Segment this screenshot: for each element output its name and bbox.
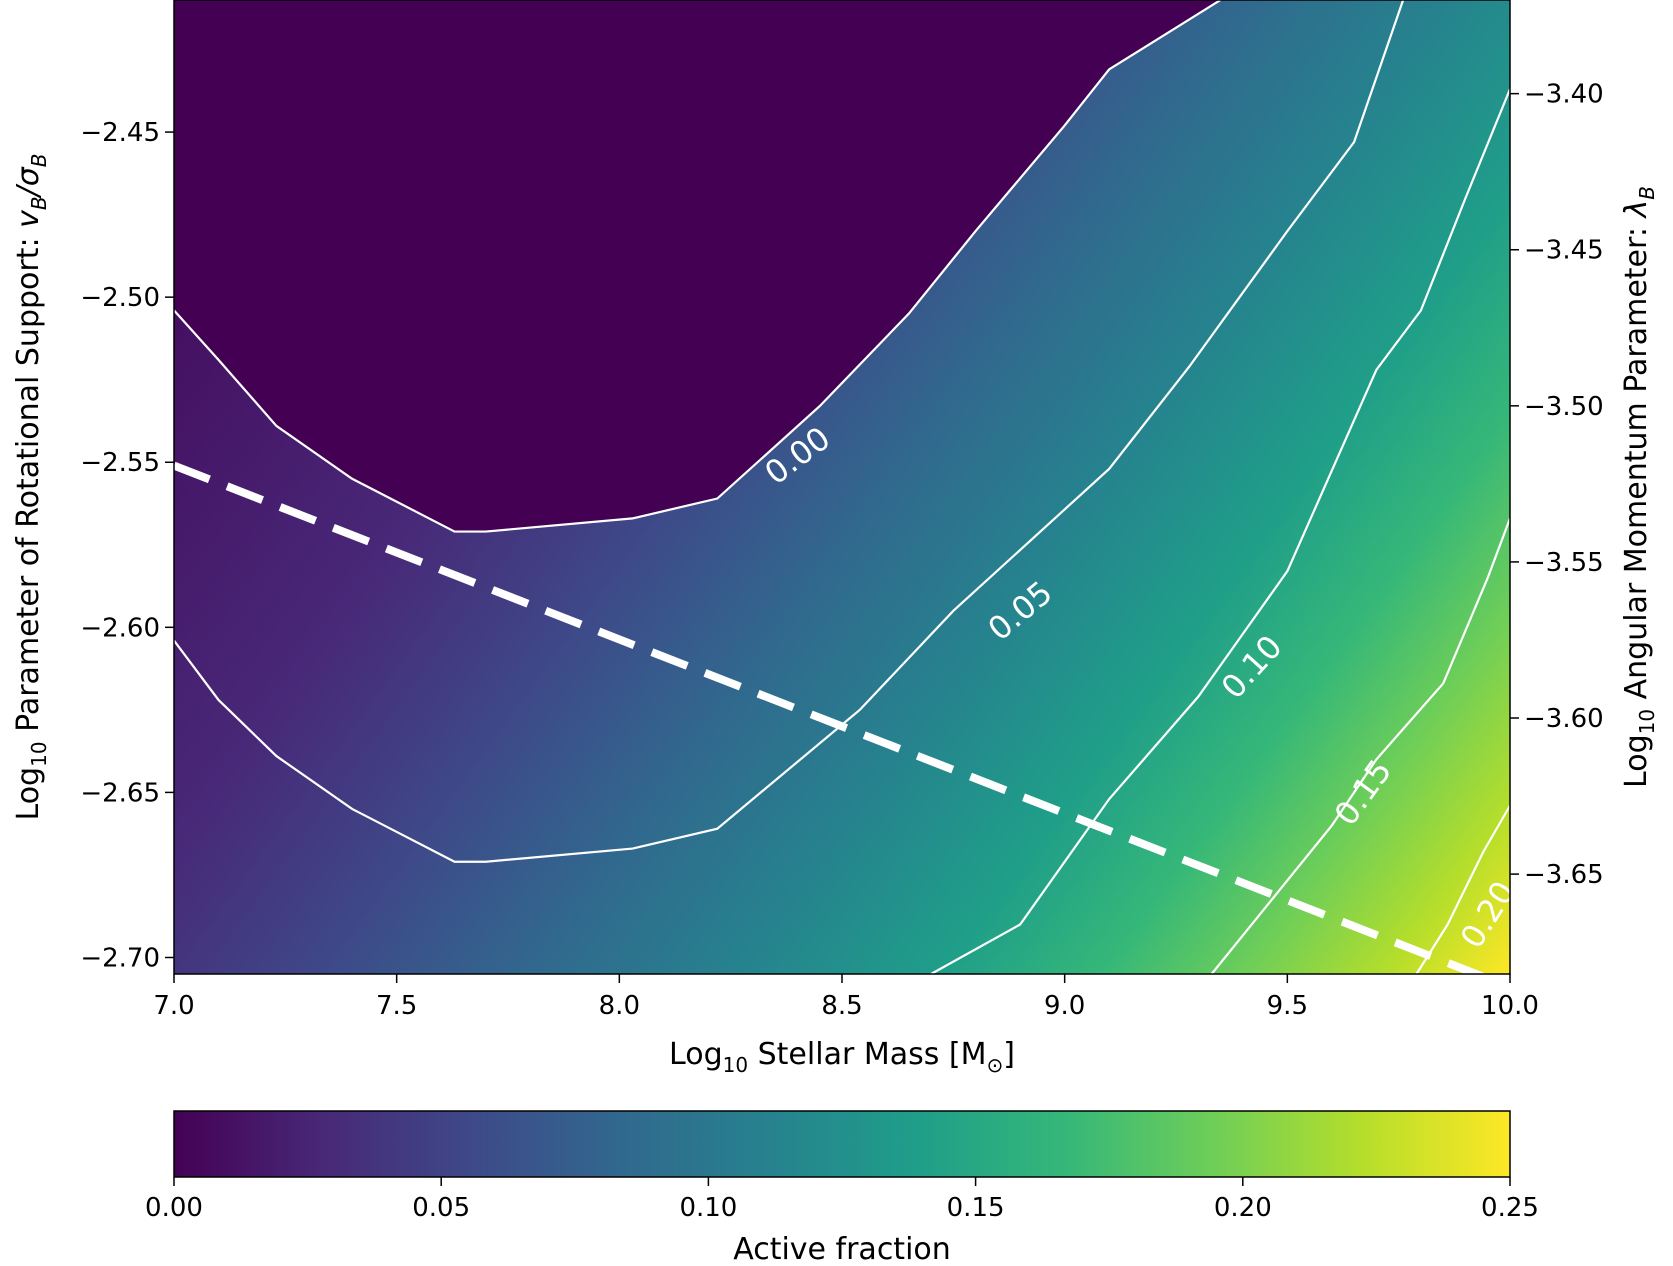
y-right-axis-label: Log10 Angular Momentum Parameter: λB xyxy=(1619,186,1659,788)
x-axis-label: Log10 Stellar Mass [M⊙] xyxy=(669,1037,1015,1077)
x-tick-label: 7.5 xyxy=(376,991,417,1021)
y-left-axis-label: Log10 Parameter of Rotational Support: v… xyxy=(11,154,51,821)
y-left-tick-label: −2.65 xyxy=(80,778,160,808)
x-axis: 7.0 7.5 8.0 8.5 9.0 9.5 10.0 xyxy=(153,974,1539,1021)
colorbar-tick-label: 0.25 xyxy=(1481,1193,1539,1223)
y-left-tick-label: −2.50 xyxy=(80,283,160,313)
x-tick-label: 8.0 xyxy=(599,991,640,1021)
x-tick-label: 8.5 xyxy=(821,991,862,1021)
colorbar-gradient xyxy=(173,1110,1511,1178)
contour-line-0.20 xyxy=(1415,805,1510,974)
contour-line-0.15 xyxy=(1210,517,1510,974)
x-tick-label: 10.0 xyxy=(1481,991,1539,1021)
x-tick-label: 9.0 xyxy=(1044,991,1085,1021)
dashed-reference-line xyxy=(174,461,1488,974)
y-right-axis: −3.40 −3.45 −3.50 −3.55 −3.60 −3.65 xyxy=(1510,80,1604,890)
colorbar-tick-label: 0.05 xyxy=(412,1193,470,1223)
contour-line-0.05 xyxy=(174,0,1405,863)
y-right-tick-label: −3.45 xyxy=(1524,236,1604,266)
y-right-tick-label: −3.60 xyxy=(1524,704,1604,734)
x-tick-label: 9.5 xyxy=(1267,991,1308,1021)
zero-fraction-region xyxy=(174,0,1221,532)
y-right-tick-label: −3.40 xyxy=(1524,80,1604,110)
contour-line-0.00 xyxy=(174,0,1222,533)
y-left-tick-label: −2.45 xyxy=(80,118,160,148)
colorbar-tick-label: 0.00 xyxy=(145,1193,203,1223)
heatmap-plot: 0.000.050.100.150.20 xyxy=(173,0,1523,975)
y-left-tick-label: −2.55 xyxy=(80,448,160,478)
y-right-tick-label: −3.65 xyxy=(1524,860,1604,890)
x-tick-label: 7.0 xyxy=(153,991,194,1021)
contour-line-0.10 xyxy=(930,88,1510,974)
y-left-tick-label: −2.60 xyxy=(80,613,160,643)
colorbar-label: Active fraction xyxy=(733,1232,951,1262)
y-left-axis: −2.45 −2.50 −2.55 −2.60 −2.65 −2.70 xyxy=(80,118,174,973)
y-right-tick-label: −3.50 xyxy=(1524,392,1604,422)
y-left-tick-label: −2.70 xyxy=(80,943,160,973)
colorbar: 0.00 0.05 0.10 0.15 0.20 0.25 Active fraction xyxy=(145,1110,1539,1266)
colorbar-tick-label: 0.20 xyxy=(1214,1193,1272,1223)
colorbar-tick-label: 0.10 xyxy=(679,1193,737,1223)
y-right-tick-label: −3.55 xyxy=(1524,548,1604,578)
colorbar-tick-label: 0.15 xyxy=(947,1193,1005,1223)
